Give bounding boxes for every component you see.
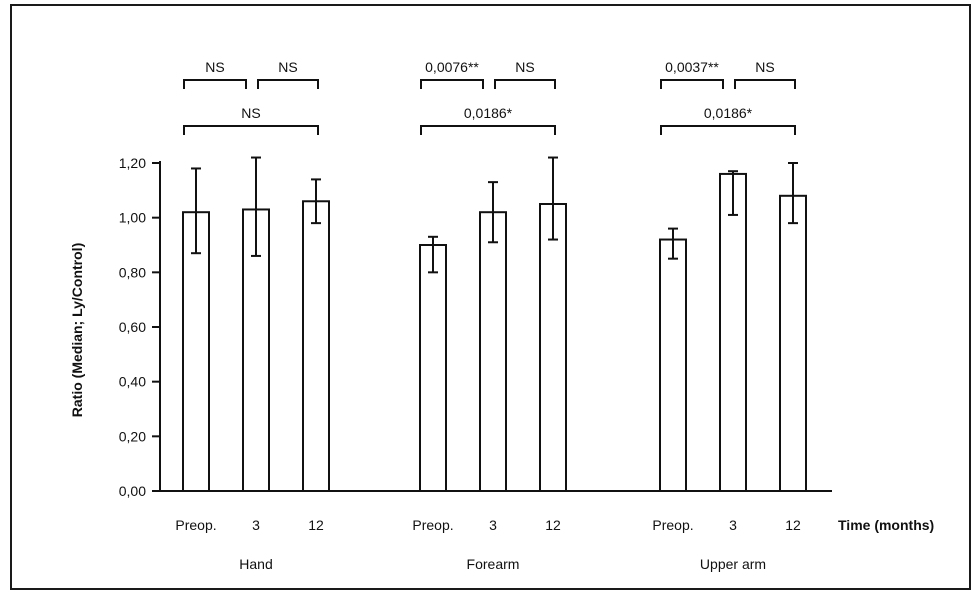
y-tick-label: 0,80	[119, 264, 146, 280]
significance-bracket	[420, 125, 556, 135]
significance-bracket	[734, 79, 796, 89]
significance-bracket	[660, 125, 796, 135]
bar	[659, 238, 687, 492]
x-axis-unit-label: Time (months)	[838, 517, 934, 533]
significance-label: 0,0076**	[425, 59, 479, 75]
significance-label: 0,0037**	[665, 59, 719, 75]
category-labels: Preop. 3 12 Hand Preop. 3 12 Forearm Preop. 3 12 Up…	[175, 517, 801, 572]
significance-label: NS	[755, 59, 774, 75]
group-label: Upper arm	[700, 556, 766, 572]
bars	[182, 156, 807, 493]
significance-bracket	[183, 79, 247, 89]
group-label: Hand	[239, 556, 272, 572]
significance-label: NS	[515, 59, 534, 75]
significance-label: 0,0186*	[464, 105, 513, 121]
significance-label: NS	[241, 105, 260, 121]
x-tick-label: 12	[785, 517, 801, 533]
x-tick-label: 3	[729, 517, 737, 533]
y-tick-label: 0,60	[119, 319, 146, 335]
significance-label: NS	[205, 59, 224, 75]
bar	[479, 211, 507, 492]
bar	[182, 211, 210, 492]
y-tick-label: 0,20	[119, 428, 146, 444]
bar	[419, 244, 447, 492]
significance-label: NS	[278, 59, 297, 75]
y-tick-label: 0,00	[119, 483, 146, 499]
y-axis-label: Ratio (Median; Ly/Control)	[69, 243, 85, 417]
bar	[302, 200, 330, 492]
y-tick-label: 1,00	[119, 210, 146, 226]
bar	[779, 194, 807, 493]
bar	[719, 172, 747, 493]
x-tick-label: Preop.	[652, 517, 693, 533]
x-tick-label: Preop.	[175, 517, 216, 533]
bar	[539, 203, 567, 492]
figure-frame	[10, 4, 971, 590]
x-tick-label: 3	[489, 517, 497, 533]
significance-label: 0,0186*	[704, 105, 753, 121]
y-tick-label: 1,20	[119, 155, 146, 171]
group-label: Forearm	[467, 556, 520, 572]
x-tick-label: 3	[252, 517, 260, 533]
significance-bracket	[257, 79, 319, 89]
significance-bracket	[420, 79, 484, 89]
significance-bracket	[494, 79, 556, 89]
significance-bracket	[183, 125, 319, 135]
x-tick-label: Preop.	[412, 517, 453, 533]
x-tick-label: 12	[308, 517, 324, 533]
y-tick-label: 0,40	[119, 374, 146, 390]
x-tick-label: 12	[545, 517, 561, 533]
significance-bracket	[660, 79, 724, 89]
significance-brackets: NS NS NS 0,0076** NS 0,0186* 0,0037** NS 0,0186*	[183, 59, 796, 135]
